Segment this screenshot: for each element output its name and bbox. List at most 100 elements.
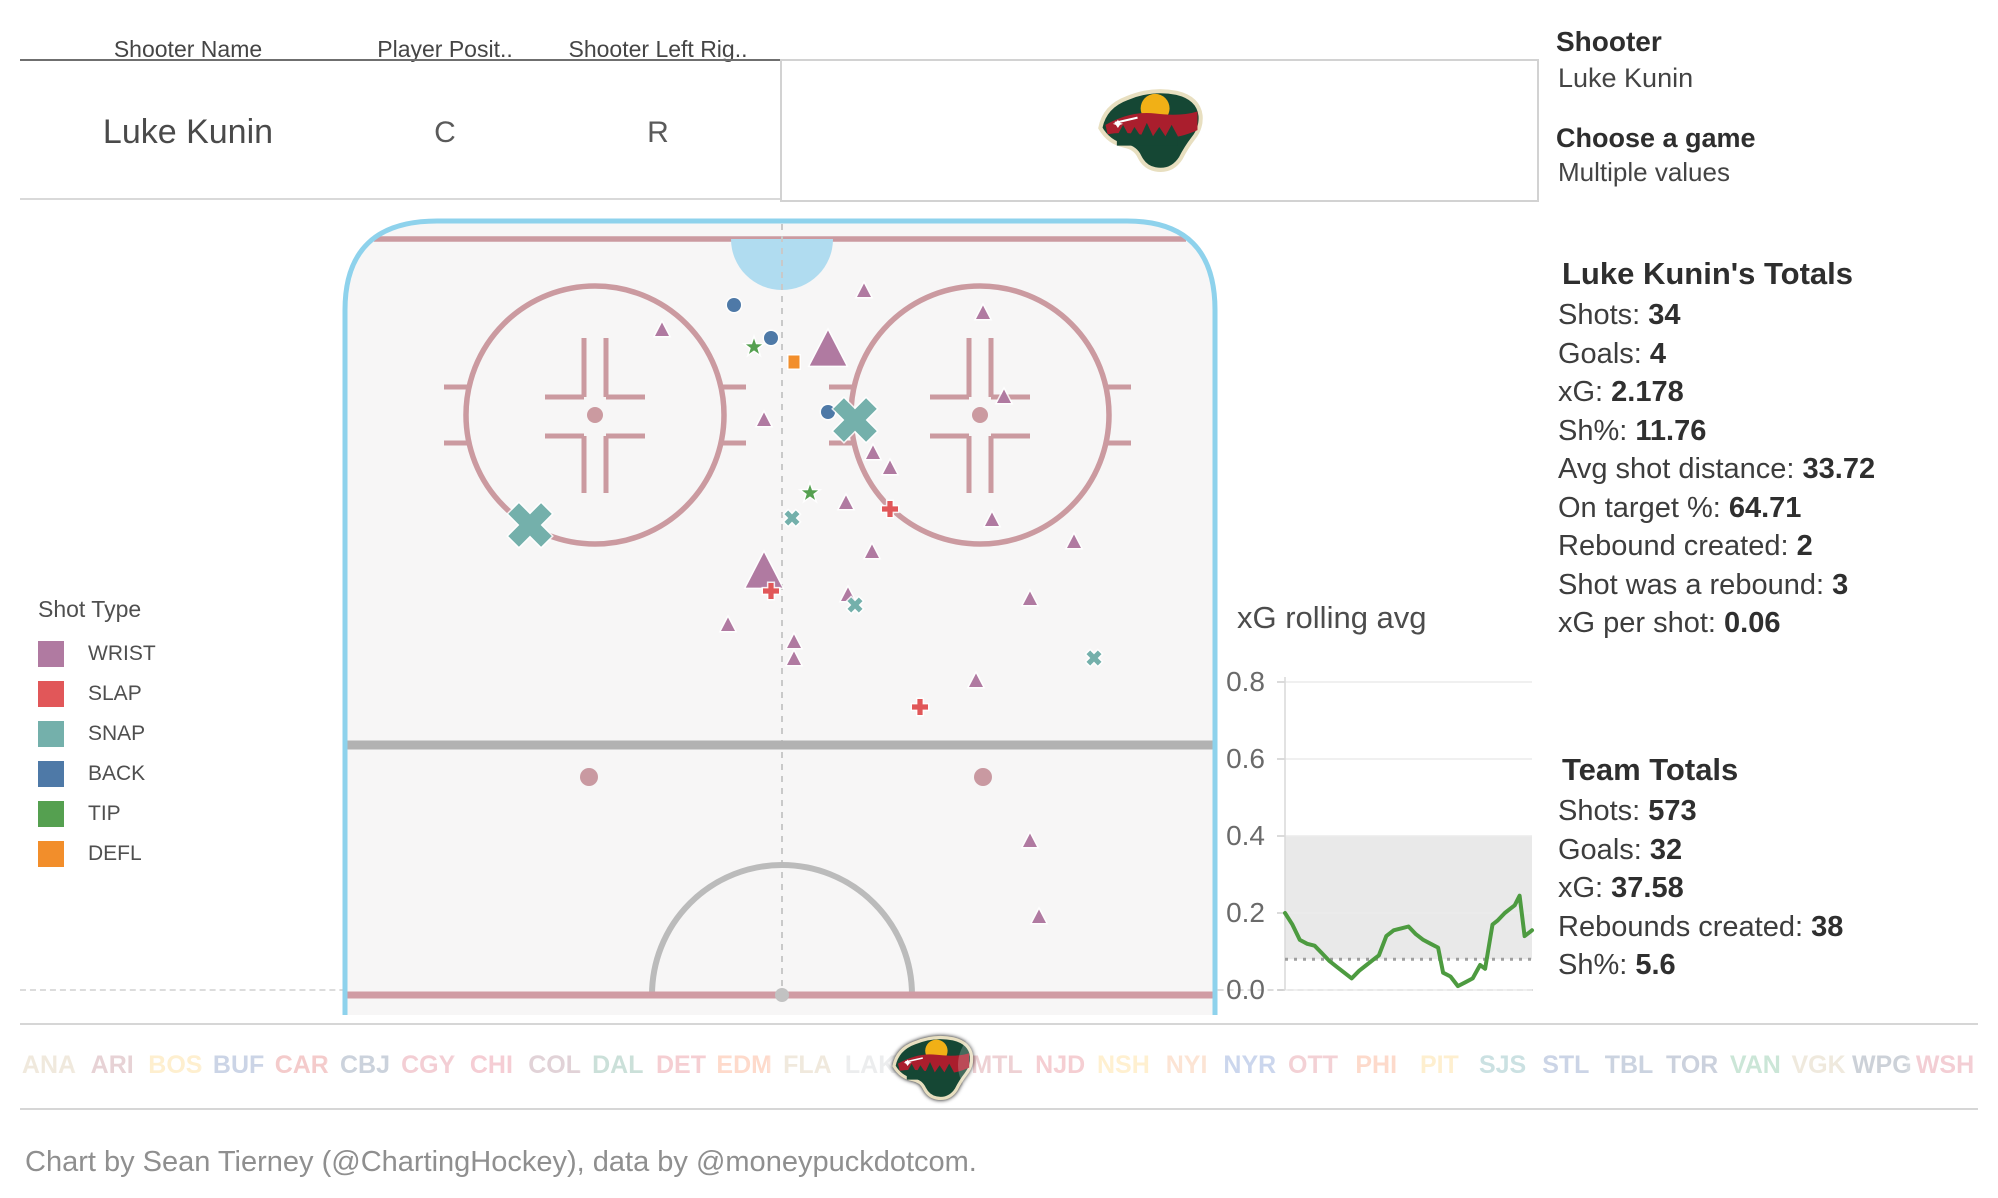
legend-label: SNAP (88, 722, 146, 745)
team-logo-sjs[interactable]: SJS (1463, 1026, 1542, 1104)
stat-row: Shots: 34 (1558, 299, 1681, 331)
team-logo-ana[interactable]: ANA (10, 1026, 88, 1104)
legend-title: Shot Type (38, 596, 142, 622)
rink-shot-map[interactable] (340, 215, 1220, 1015)
shooter-hand-cell: R (647, 116, 669, 149)
shot-marker-tip[interactable] (797, 479, 823, 504)
strip-top-border (20, 1023, 1978, 1025)
team-logo-col[interactable]: COL (515, 1026, 594, 1104)
shot-marker-back[interactable] (725, 296, 743, 314)
player-position-cell: C (434, 116, 456, 149)
shot-marker-wrist[interactable] (1020, 588, 1040, 607)
team-logo-pit[interactable]: PIT (1400, 1026, 1479, 1104)
shot-marker-wrist[interactable] (718, 614, 738, 633)
strip-bottom-border (20, 1108, 1978, 1110)
shot-marker-back[interactable] (762, 329, 780, 347)
team-totals-list: Shots: 573 Goals: 32 xG: 37.58 Rebounds cre… (1558, 792, 1843, 985)
shot-marker-back[interactable] (819, 403, 837, 421)
xg-rolling-avg-chart[interactable] (1190, 650, 1540, 995)
legend-item-tip[interactable]: TIP (38, 794, 121, 834)
legend-label: SLAP (88, 682, 142, 705)
shot-marker-wrist[interactable] (854, 280, 874, 299)
player-totals-list: Shots: 34 Goals: 4 xG: 2.178 Sh%: 11.76 Avg … (1558, 296, 1875, 643)
team-logo-edm[interactable]: EDM (705, 1026, 784, 1104)
shot-marker-wrist[interactable] (966, 670, 986, 689)
shot-marker-snap[interactable] (781, 507, 804, 530)
team-totals-title: Team Totals (1562, 752, 1739, 787)
shot-marker-snap[interactable] (822, 387, 888, 453)
shot-marker-slap[interactable] (910, 697, 930, 717)
team-logo-nyr[interactable]: NYR (1210, 1026, 1289, 1104)
team-logo-mtl[interactable]: MTL (958, 1026, 1036, 1104)
shot-marker-defl[interactable] (787, 354, 801, 370)
shot-marker-wrist[interactable] (652, 319, 672, 338)
game-filter-value[interactable]: Multiple values (1558, 157, 1730, 187)
shot-marker-wrist[interactable] (973, 302, 993, 321)
team-logo-stl[interactable]: STL (1526, 1026, 1605, 1104)
ice-surface (345, 221, 1215, 1015)
shot-marker-snap[interactable] (1083, 647, 1106, 670)
shot-marker-slap[interactable] (880, 499, 900, 519)
legend-label: DEFL (88, 842, 142, 865)
stat-row: Shot was a rebound: 3 (1558, 568, 1849, 601)
stat-row: Sh%: 11.76 (1558, 414, 1707, 447)
shot-marker-wrist[interactable] (1020, 830, 1040, 849)
shot-marker-wrist[interactable] (807, 327, 849, 368)
xg-reference-band (1285, 836, 1532, 960)
shot-marker-wrist[interactable] (784, 648, 804, 667)
shot-marker-snap[interactable] (844, 594, 867, 617)
stat-row: xG: 37.58 (1558, 872, 1684, 904)
team-logo-car[interactable]: CAR (262, 1026, 341, 1104)
shot-marker-slap[interactable] (761, 581, 781, 601)
shot-marker-wrist[interactable] (863, 442, 883, 461)
shot-marker-wrist[interactable] (784, 631, 804, 650)
legend-label: BACK (88, 762, 146, 785)
team-logo-cgy[interactable]: CGY (389, 1026, 468, 1104)
legend-label: WRIST (88, 642, 156, 665)
xg-tick-label: 0.4 (1226, 820, 1265, 851)
team-logo-nsh[interactable]: NSH (1084, 1026, 1163, 1104)
shot-marker-snap[interactable] (497, 492, 563, 558)
team-logo-wpg[interactable]: WPG (1842, 1026, 1921, 1104)
stat-row: Shots: 573 (1558, 795, 1697, 827)
player-totals-title: Luke Kunin's Totals (1562, 256, 1853, 291)
shot-marker-wrist[interactable] (982, 509, 1002, 528)
shot-marker-wrist[interactable] (836, 492, 856, 511)
team-logo-van[interactable]: VAN (1716, 1026, 1795, 1104)
team-logo-njd[interactable]: NJD (1021, 1026, 1100, 1104)
team-logo-wsh[interactable]: WSH (1906, 1026, 1984, 1104)
team-logo-cbj[interactable]: CBJ (326, 1026, 404, 1104)
shot-marker-tip[interactable] (741, 333, 767, 358)
shot-marker-wrist[interactable] (880, 457, 900, 476)
legend-swatch-back (38, 761, 64, 787)
team-logo-det[interactable]: DET (642, 1026, 720, 1104)
shot-marker-wrist[interactable] (862, 541, 882, 560)
stat-row: Rebound created: 2 (1558, 530, 1813, 562)
team-logo-buf[interactable]: BUF (199, 1026, 278, 1104)
legend-item-defl[interactable]: DEFL (38, 834, 142, 874)
shot-marker-wrist[interactable] (754, 409, 774, 428)
shooter-filter-value[interactable]: Luke Kunin (1558, 63, 1694, 93)
team-logo-dal[interactable]: DAL (578, 1026, 657, 1104)
legend-item-snap[interactable]: SNAP (38, 714, 145, 754)
team-logo-chi[interactable]: CHI (452, 1026, 531, 1104)
team-logo-fla[interactable]: FLA (768, 1026, 847, 1104)
team-logo-nyi[interactable]: NYI (1147, 1026, 1226, 1104)
stat-row: Avg shot distance: 33.72 (1558, 453, 1876, 485)
team-logo-ott[interactable]: OTT (1274, 1026, 1352, 1104)
shot-marker-wrist[interactable] (1029, 906, 1049, 925)
legend-item-slap[interactable]: SLAP (38, 674, 142, 714)
xg-tick-label: 0.8 (1226, 666, 1265, 697)
legend-item-wrist[interactable]: WRIST (38, 634, 156, 674)
team-logo-bos[interactable]: BOS (136, 1026, 215, 1104)
team-logo-tor[interactable]: TOR (1653, 1026, 1732, 1104)
xg-rolling-avg-line (1283, 893, 1534, 989)
legend-item-back[interactable]: BACK (38, 754, 145, 794)
legend-swatch-slap (38, 681, 64, 707)
team-logo-tbl[interactable]: TBL (1590, 1026, 1668, 1104)
team-logo-vgk[interactable]: VGK (1779, 1026, 1858, 1104)
team-logo-phi[interactable]: PHI (1337, 1026, 1416, 1104)
team-logo-ari[interactable]: ARI (73, 1026, 152, 1104)
shot-marker-wrist[interactable] (1064, 531, 1084, 550)
shot-marker-wrist[interactable] (994, 386, 1014, 405)
